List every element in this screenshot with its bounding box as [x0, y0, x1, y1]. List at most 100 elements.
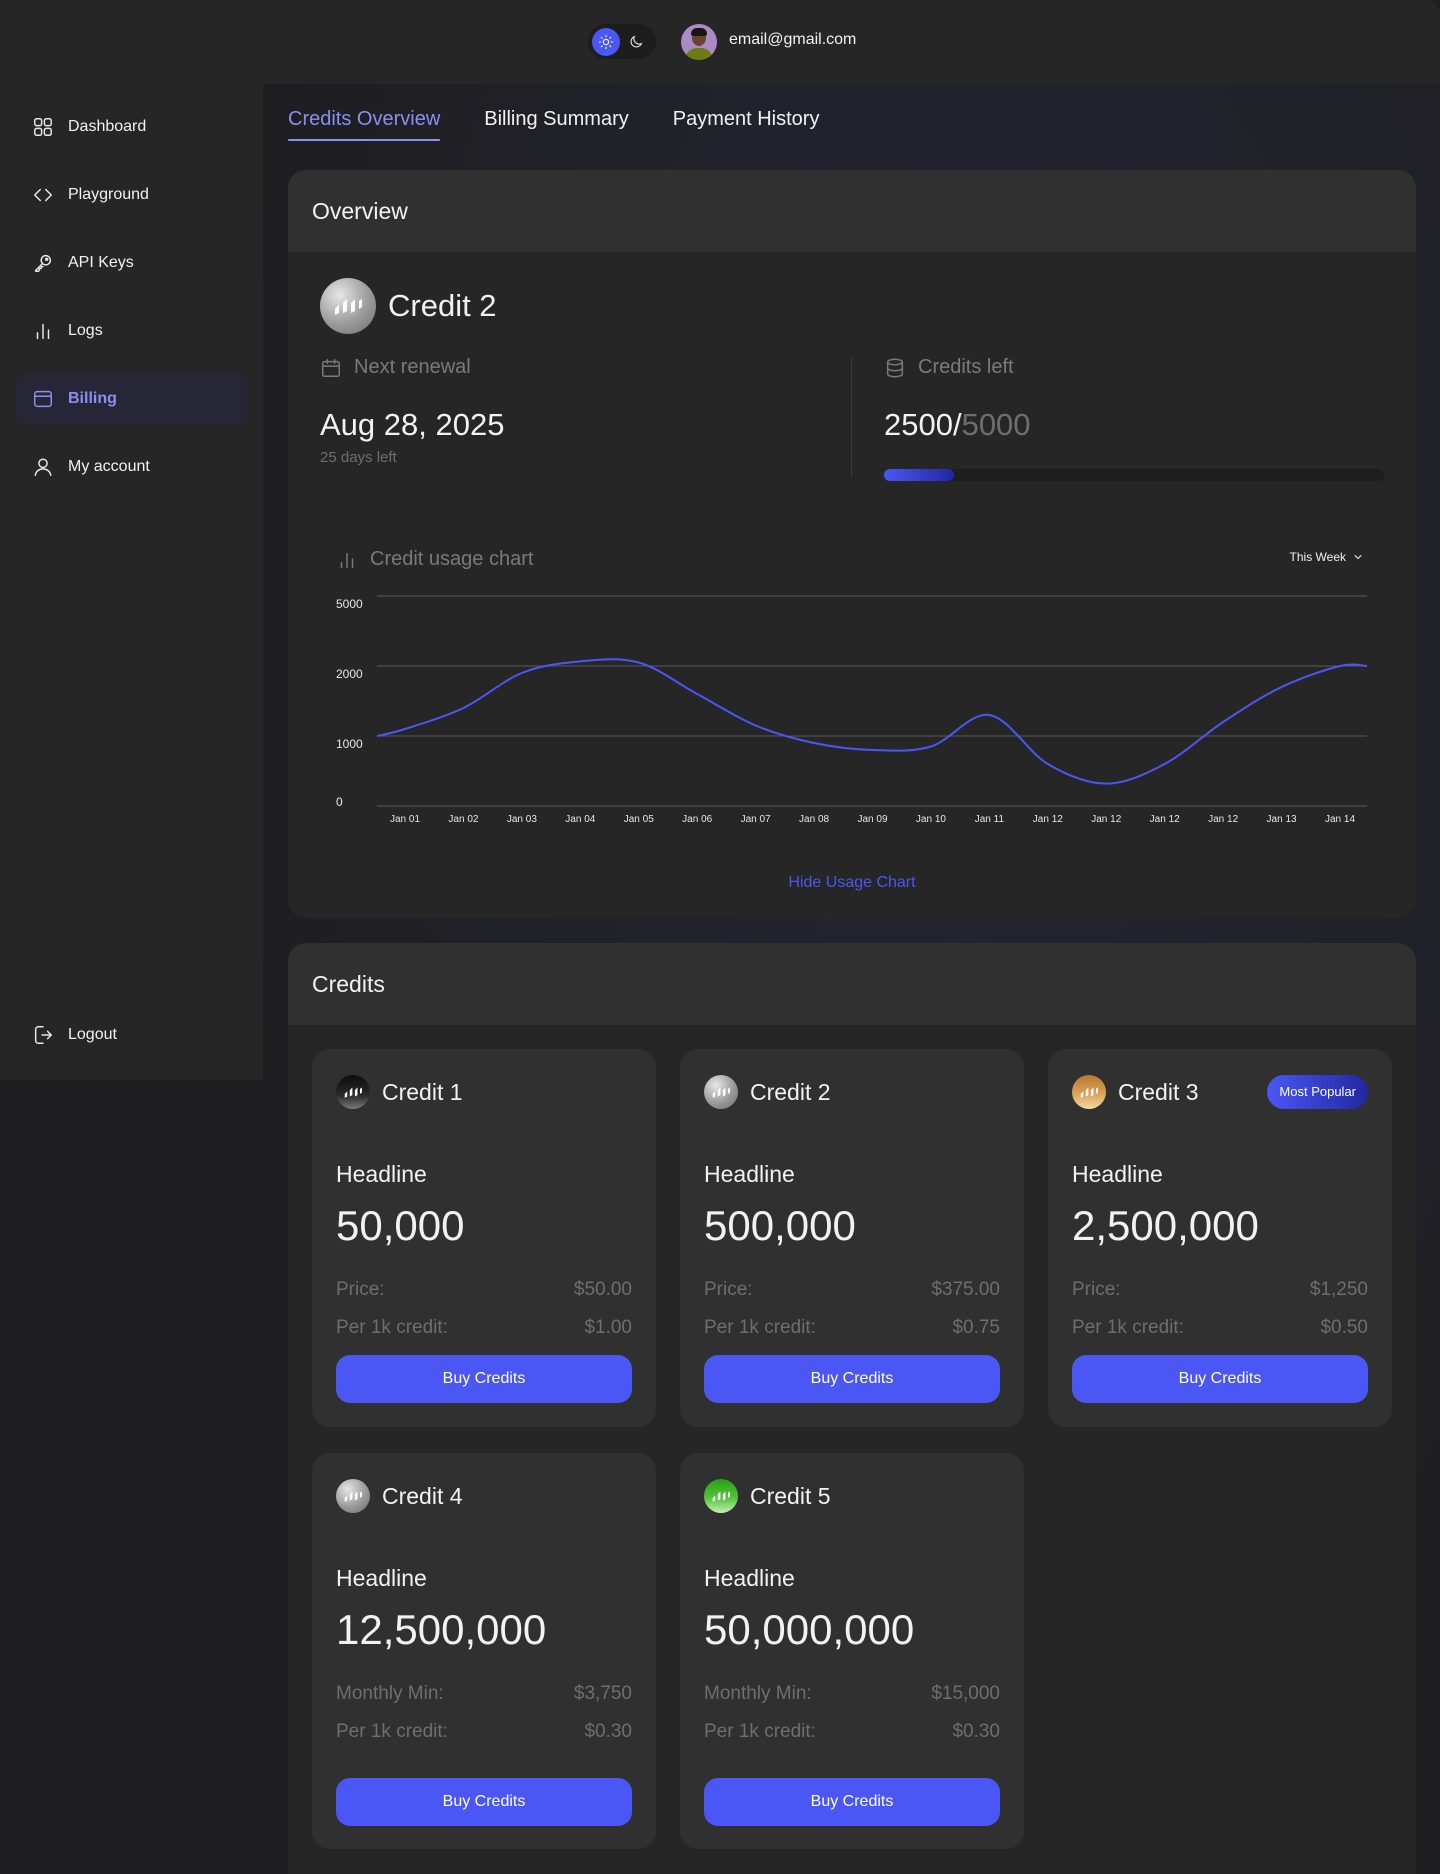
svg-text:Jan 12: Jan 12 [1033, 814, 1063, 825]
credit-plan-card: Credit 4 Headline 12,500,000 Monthly Min… [312, 1453, 656, 1849]
per-1k-label: Per 1k credit: [1072, 1317, 1184, 1338]
sidebar-item-dashboard[interactable]: Dashboard [16, 101, 247, 153]
dark-mode-button[interactable] [622, 28, 650, 56]
code-icon [34, 188, 52, 202]
light-mode-button[interactable] [592, 28, 620, 56]
buy-credits-button[interactable]: Buy Credits [1072, 1355, 1368, 1403]
per-1k-value: $0.50 [1320, 1317, 1368, 1338]
per-1k-value: $1.00 [584, 1317, 632, 1338]
buy-credits-button[interactable]: Buy Credits [336, 1778, 632, 1826]
plan-name: Credit 5 [750, 1482, 831, 1509]
buy-credits-button[interactable]: Buy Credits [704, 1778, 1000, 1826]
price-value: $50.00 [573, 1279, 632, 1300]
price-row: Price: $1,250 [1072, 1279, 1368, 1301]
credits-left: Credits left 2500/5000 [884, 356, 1031, 443]
moon-icon [630, 35, 643, 48]
per-1k-row: Per 1k credit: $0.50 [1072, 1317, 1368, 1339]
sidebar-item-api-keys[interactable]: API Keys [16, 237, 247, 289]
days-left: 25 days left [320, 449, 397, 466]
svg-text:Jan 05: Jan 05 [624, 814, 654, 825]
price-row: Price: $50.00 [336, 1279, 632, 1301]
calendar-icon [322, 358, 340, 377]
plan-credit-amount: 2,500,000 [1072, 1202, 1259, 1249]
sidebar-item-logs[interactable]: Logs [16, 305, 247, 357]
plan-name: Credit 1 [382, 1078, 463, 1105]
overview-title: Overview [288, 170, 1416, 252]
per-1k-row: Per 1k credit: $1.00 [336, 1317, 632, 1339]
plan-name: Credit 2 [388, 288, 497, 323]
credit-coin-icon [704, 1075, 738, 1109]
logout-button[interactable]: Logout [16, 1009, 247, 1061]
sidebar-item-my-account[interactable]: My account [16, 441, 247, 493]
per-1k-label: Per 1k credit: [704, 1317, 816, 1338]
range-select[interactable]: This Week [1290, 550, 1364, 564]
svg-text:Jan 12: Jan 12 [1091, 814, 1121, 825]
chevron-down-icon [1354, 555, 1362, 560]
sidebar-item-label: My account [68, 458, 150, 475]
per-1k-label: Per 1k credit: [336, 1721, 448, 1742]
plan-credit-amount: 12,500,000 [336, 1606, 547, 1653]
credit-plan-card: Credit 1 Headline 50,000 Price: $50.00 P… [312, 1049, 656, 1427]
svg-text:Jan 11: Jan 11 [975, 814, 1005, 825]
credit-coin-icon [704, 1479, 738, 1513]
credits-used: 2500/ [884, 407, 962, 442]
tab-payment-history[interactable]: Payment History [672, 108, 820, 130]
per-1k-value: $0.30 [584, 1721, 632, 1742]
plan-headline: Headline [336, 1565, 427, 1591]
grid-icon [34, 118, 52, 136]
price-value: $15,000 [931, 1683, 1000, 1704]
credits-left-value: 2500/5000 [884, 407, 1031, 443]
svg-text:Jan 13: Jan 13 [1267, 814, 1297, 825]
user-email[interactable]: email@gmail.com [729, 31, 857, 48]
svg-text:Jan 09: Jan 09 [857, 814, 887, 825]
svg-text:Jan 03: Jan 03 [507, 814, 537, 825]
credit-plan-card: Credit 3 Most Popular Headline 2,500,000… [1048, 1049, 1392, 1427]
price-label: Price: [1072, 1279, 1121, 1300]
credits-title: Credits [288, 943, 1416, 1025]
svg-text:Jan 07: Jan 07 [741, 814, 771, 825]
tab-billing-summary[interactable]: Billing Summary [484, 108, 629, 130]
plan-name: Credit 2 [750, 1078, 831, 1105]
key-icon [34, 254, 52, 272]
top-bar: email@gmail.com [0, 0, 1440, 84]
sidebar-item-label: Playground [68, 186, 149, 203]
svg-text:Jan 04: Jan 04 [565, 814, 595, 825]
price-row: Monthly Min: $3,750 [336, 1683, 632, 1705]
price-label: Price: [336, 1279, 385, 1300]
theme-toggle[interactable] [588, 24, 656, 59]
svg-text:Jan 14: Jan 14 [1325, 814, 1355, 825]
chart-title-text: Credit usage chart [370, 548, 534, 570]
hide-usage-chart-link[interactable]: Hide Usage Chart [788, 874, 916, 891]
plan-credit-amount: 500,000 [704, 1202, 856, 1249]
bar-chart-icon [340, 552, 354, 568]
buy-credits-button[interactable]: Buy Credits [336, 1355, 632, 1403]
credit-card-icon [34, 390, 52, 408]
tab-bar: Credits Overview Billing Summary Payment… [288, 108, 819, 141]
usage-line [376, 658, 1368, 785]
per-1k-value: $0.30 [952, 1721, 1000, 1742]
per-1k-row: Per 1k credit: $0.30 [704, 1721, 1000, 1743]
sidebar-item-billing[interactable]: Billing [16, 373, 247, 425]
credits-progress-bar [884, 469, 1384, 481]
sidebar: Dashboard Playground API Keys Logs Billi… [0, 84, 263, 1080]
most-popular-badge: Most Popular [1267, 1075, 1368, 1109]
credits-panel: Credits Credit 1 Headline 50,000 Price: … [288, 943, 1416, 1874]
tab-credits-overview[interactable]: Credits Overview [288, 108, 441, 141]
price-value: $3,750 [573, 1683, 632, 1704]
per-1k-row: Per 1k credit: $0.30 [336, 1721, 632, 1743]
credit-coin-icon [1072, 1075, 1106, 1109]
price-row: Monthly Min: $15,000 [704, 1683, 1000, 1705]
buy-credits-button[interactable]: Buy Credits [704, 1355, 1000, 1403]
per-1k-label: Per 1k credit: [336, 1317, 448, 1338]
svg-text:Jan 10: Jan 10 [916, 814, 946, 825]
credit-coin-icon [336, 1075, 370, 1109]
user-icon [34, 458, 52, 476]
sun-icon [598, 34, 614, 50]
current-plan: Credit 2 [320, 278, 497, 334]
avatar[interactable] [681, 24, 717, 60]
credits-total: 5000 [961, 407, 1031, 442]
sidebar-item-playground[interactable]: Playground [16, 169, 247, 221]
logout-label: Logout [68, 1026, 117, 1043]
per-1k-value: $0.75 [952, 1317, 1000, 1338]
database-icon [886, 358, 904, 377]
